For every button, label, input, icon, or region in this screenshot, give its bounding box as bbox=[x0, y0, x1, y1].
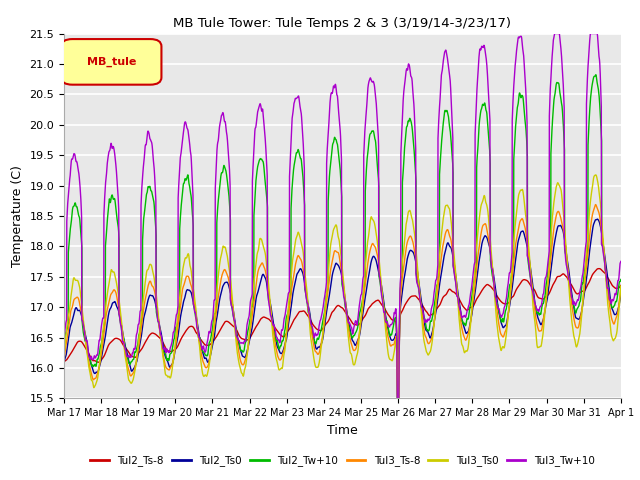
Tul2_Ts0 bbox=[95, 365, 103, 371]
Tul3_Ts0 bbox=[126, 379, 134, 385]
Tul3_Ts-8 bbox=[95, 364, 103, 370]
Tul2_Ts0 bbox=[60, 360, 68, 365]
Line: Tul2_Ts-8: Tul2_Ts-8 bbox=[64, 269, 621, 392]
Tul2_Tw+10 bbox=[445, 117, 452, 122]
Tul3_Ts0 bbox=[127, 380, 135, 386]
Tul2_Tw+10 bbox=[490, 283, 498, 288]
Tul2_Tw+10 bbox=[592, 72, 600, 78]
Tul3_Ts-8 bbox=[617, 286, 625, 292]
Tul2_Tw+10 bbox=[95, 352, 103, 358]
Tul3_Ts0 bbox=[617, 283, 625, 289]
Tul3_Ts-8 bbox=[445, 230, 452, 236]
Tul3_Tw+10 bbox=[394, 408, 401, 413]
Title: MB Tule Tower: Tule Temps 2 & 3 (3/19/14-3/23/17): MB Tule Tower: Tule Temps 2 & 3 (3/19/14… bbox=[173, 17, 511, 30]
Legend: Tul2_Ts-8, Tul2_Ts0, Tul2_Tw+10, Tul3_Ts-8, Tul3_Ts0, Tul3_Tw+10: Tul2_Ts-8, Tul2_Ts0, Tul2_Tw+10, Tul3_Ts… bbox=[86, 451, 598, 470]
Y-axis label: Temperature (C): Temperature (C) bbox=[11, 165, 24, 267]
Tul3_Ts0 bbox=[394, 408, 401, 413]
Line: Tul3_Tw+10: Tul3_Tw+10 bbox=[64, 34, 621, 410]
Tul2_Ts-8 bbox=[595, 266, 603, 272]
Line: Tul3_Ts-8: Tul3_Ts-8 bbox=[64, 204, 621, 410]
Line: Tul2_Tw+10: Tul2_Tw+10 bbox=[64, 75, 621, 410]
Tul3_Tw+10 bbox=[490, 283, 498, 289]
Tul2_Tw+10 bbox=[233, 337, 241, 343]
Tul2_Ts-8 bbox=[95, 359, 103, 365]
Tul2_Ts0 bbox=[127, 367, 135, 372]
Tul2_Ts-8 bbox=[490, 288, 498, 293]
Tul2_Ts-8 bbox=[394, 389, 402, 395]
FancyBboxPatch shape bbox=[61, 39, 161, 84]
Tul2_Tw+10 bbox=[394, 408, 401, 413]
Tul3_Tw+10 bbox=[445, 67, 452, 72]
Tul2_Ts-8 bbox=[233, 328, 241, 334]
Tul2_Tw+10 bbox=[126, 361, 134, 367]
Tul2_Tw+10 bbox=[617, 276, 625, 282]
Tul2_Ts-8 bbox=[126, 352, 134, 358]
Line: Tul3_Ts0: Tul3_Ts0 bbox=[64, 175, 621, 410]
Tul2_Ts0 bbox=[490, 276, 498, 282]
Tul3_Ts-8 bbox=[126, 372, 134, 378]
Tul3_Tw+10 bbox=[95, 337, 103, 343]
Tul3_Ts0 bbox=[445, 205, 452, 211]
Tul3_Ts0 bbox=[95, 365, 103, 371]
Text: MB_tule: MB_tule bbox=[86, 57, 136, 67]
Tul3_Ts0 bbox=[60, 352, 68, 358]
Tul2_Ts0 bbox=[617, 292, 625, 298]
Tul3_Tw+10 bbox=[617, 259, 625, 264]
Tul2_Ts-8 bbox=[617, 283, 625, 288]
Tul3_Tw+10 bbox=[127, 354, 135, 360]
Tul3_Ts0 bbox=[490, 287, 498, 292]
Tul3_Tw+10 bbox=[551, 31, 559, 36]
Tul3_Tw+10 bbox=[126, 354, 134, 360]
Tul2_Tw+10 bbox=[60, 343, 68, 348]
Tul3_Ts0 bbox=[233, 348, 241, 354]
Tul3_Ts-8 bbox=[592, 202, 600, 207]
Tul3_Tw+10 bbox=[60, 334, 68, 340]
Tul2_Ts-8 bbox=[445, 287, 452, 293]
Tul3_Ts0 bbox=[592, 172, 600, 178]
Tul2_Ts0 bbox=[126, 363, 134, 369]
Tul2_Ts0 bbox=[445, 241, 452, 247]
Tul3_Tw+10 bbox=[233, 334, 241, 340]
Tul2_Ts-8 bbox=[127, 353, 135, 359]
Tul2_Ts0 bbox=[233, 332, 241, 338]
Tul2_Ts0 bbox=[594, 216, 602, 222]
Line: Tul2_Ts0: Tul2_Ts0 bbox=[64, 219, 621, 410]
Tul2_Ts-8 bbox=[60, 359, 68, 365]
Tul3_Ts-8 bbox=[127, 373, 135, 379]
Tul3_Ts-8 bbox=[60, 358, 68, 363]
Tul3_Ts-8 bbox=[394, 408, 401, 413]
Tul3_Ts-8 bbox=[490, 283, 498, 288]
Tul3_Ts-8 bbox=[233, 338, 241, 344]
X-axis label: Time: Time bbox=[327, 424, 358, 437]
Tul2_Ts0 bbox=[394, 408, 402, 413]
Tul2_Tw+10 bbox=[127, 359, 135, 365]
